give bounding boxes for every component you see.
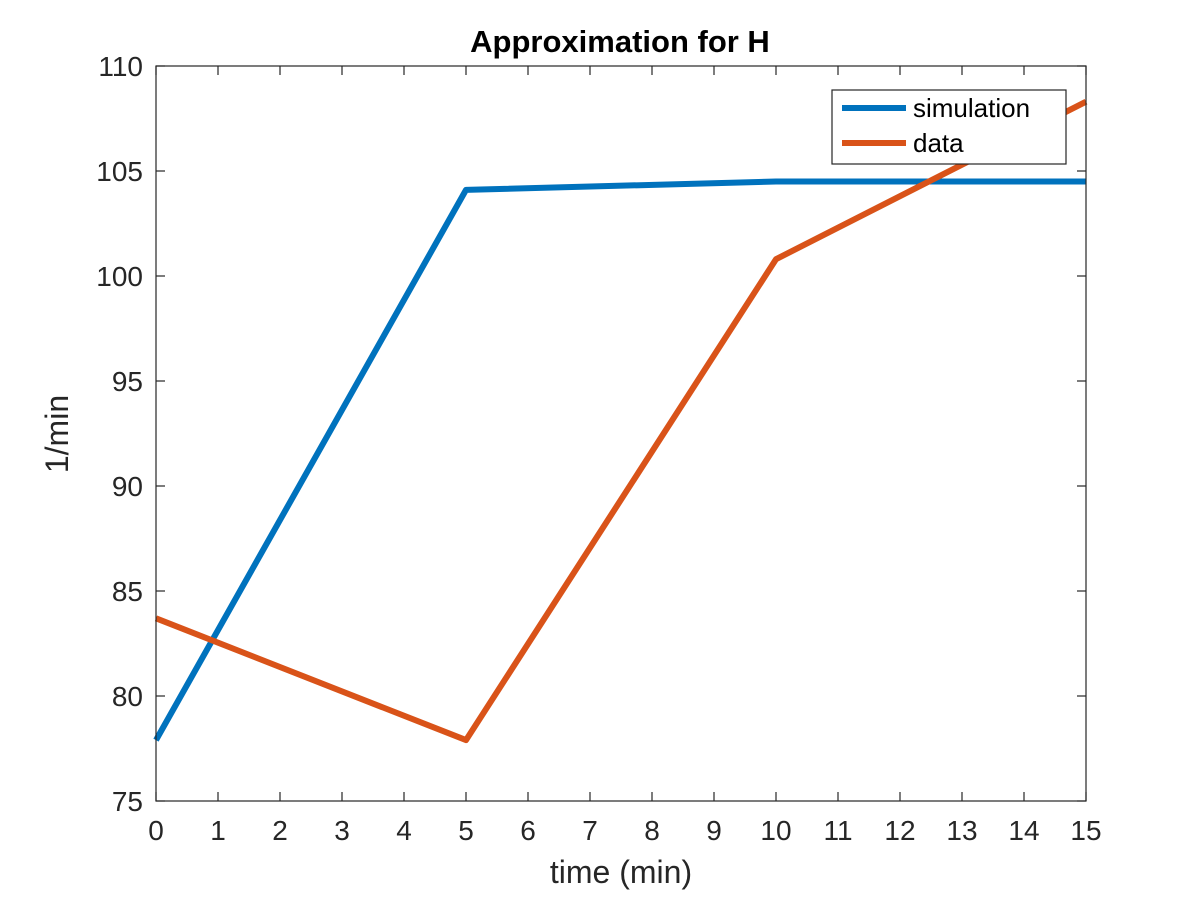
y-tick-label: 95 xyxy=(112,366,143,397)
axes-background xyxy=(156,66,1086,801)
axes-frame xyxy=(155,65,1087,802)
x-axis-label: time (min) xyxy=(550,854,692,890)
y-axis: 75 80 85 90 95 100 105 110 xyxy=(96,51,1086,817)
x-tick-label: 3 xyxy=(334,815,350,846)
x-tick-label: 0 xyxy=(148,815,164,846)
x-tick-label: 11 xyxy=(823,815,852,846)
x-tick-label: 7 xyxy=(582,815,598,846)
x-tick-label: 2 xyxy=(272,815,288,846)
legend-data-label: data xyxy=(913,128,964,158)
y-tick-label: 75 xyxy=(112,786,143,817)
x-axis: 0 1 2 3 4 5 6 7 8 9 10 11 12 13 14 15 xyxy=(148,66,1102,846)
x-tick-label: 1 xyxy=(210,815,226,846)
x-tick-label: 10 xyxy=(760,815,791,846)
x-tick-label: 5 xyxy=(458,815,474,846)
x-tick-label: 8 xyxy=(644,815,660,846)
axes-box xyxy=(155,65,1087,802)
y-tick-label: 100 xyxy=(96,261,143,292)
x-tick-label: 9 xyxy=(706,815,722,846)
series-layer xyxy=(153,99,1088,744)
x-tick-label: 15 xyxy=(1070,815,1101,846)
y-tick-label: 85 xyxy=(112,576,143,607)
y-tick-label: 90 xyxy=(112,471,143,502)
legend: simulation data xyxy=(831,89,1067,165)
x-tick-label: 6 xyxy=(520,815,536,846)
x-tick-label: 12 xyxy=(884,815,915,846)
y-tick-label: 80 xyxy=(112,681,143,712)
y-tick-label: 110 xyxy=(98,51,143,82)
x-tick-label: 13 xyxy=(946,815,977,846)
plot-area xyxy=(156,66,1086,801)
y-tick-label: 105 xyxy=(96,156,143,187)
chart-title: Approximation for H xyxy=(470,24,770,59)
series-line-data xyxy=(154,99,1088,744)
x-tick-label: 14 xyxy=(1008,815,1039,846)
y-axis-label: 1/min xyxy=(39,395,75,473)
legend-simulation-label: simulation xyxy=(913,93,1030,123)
legend-box xyxy=(831,89,1067,165)
x-tick-label: 4 xyxy=(396,815,412,846)
